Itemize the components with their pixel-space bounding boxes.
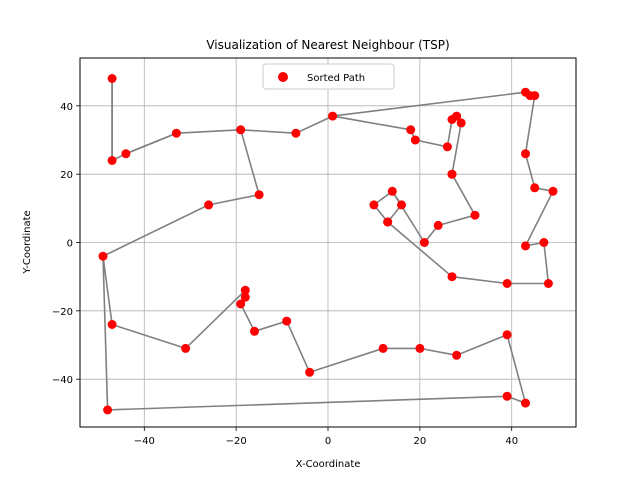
data-point: [452, 111, 462, 121]
y-tick-label: −20: [52, 307, 73, 318]
data-point: [410, 135, 420, 145]
data-points: [98, 74, 558, 415]
data-point: [171, 128, 181, 138]
tour-segment: [332, 91, 554, 285]
data-point: [530, 183, 540, 193]
data-point: [530, 91, 540, 101]
data-point: [236, 125, 246, 135]
data-point: [282, 316, 292, 326]
legend-box: [262, 63, 395, 90]
data-point: [181, 343, 191, 353]
x-axis-label: X-Coordinate: [296, 459, 361, 470]
x-tick-label: 20: [413, 436, 426, 447]
data-point: [98, 251, 108, 261]
data-point: [447, 169, 457, 179]
y-tick-label: −40: [52, 375, 73, 386]
data-point: [442, 142, 452, 152]
data-point: [236, 299, 246, 309]
data-point: [502, 330, 512, 340]
tour-segment: [125, 132, 177, 155]
data-point: [456, 118, 466, 128]
y-tick-label: 20: [60, 170, 73, 181]
data-point: [107, 74, 117, 83]
legend-marker: [278, 72, 288, 82]
data-point: [305, 367, 315, 377]
data-point: [543, 279, 553, 288]
tour-segment: [102, 78, 527, 411]
data-point: [406, 125, 416, 135]
data-point: [539, 238, 549, 247]
data-point: [433, 220, 443, 230]
data-point: [107, 320, 117, 329]
data-point: [452, 350, 462, 360]
y-tick-label: 0: [67, 239, 73, 250]
y-tick-label: 40: [60, 102, 73, 113]
data-point: [378, 343, 388, 353]
data-point: [250, 326, 259, 336]
data-point: [107, 156, 117, 165]
data-point: [415, 343, 425, 353]
x-tick-label: −20: [226, 436, 247, 447]
data-point: [254, 190, 264, 200]
data-point: [383, 217, 393, 227]
data-point: [369, 200, 379, 210]
chart-title: Visualization of Nearest Neighbour (TSP): [206, 38, 449, 52]
data-point: [419, 238, 429, 247]
legend-label: Sorted Path: [307, 73, 365, 84]
data-point: [447, 272, 457, 282]
data-point: [548, 186, 558, 196]
data-point: [521, 398, 530, 408]
data-point: [521, 149, 530, 159]
data-point: [397, 200, 406, 210]
y-axis-label: Y-Coordinate: [22, 210, 33, 274]
legend: Sorted Path: [262, 63, 395, 90]
grid-lines: [80, 58, 576, 427]
data-point: [387, 186, 397, 196]
data-point: [121, 149, 131, 159]
data-point: [328, 111, 338, 121]
data-point: [240, 292, 250, 302]
axis-ticks: −40 −20 0 20 40 −40 −20 0 20 40: [52, 102, 518, 447]
data-point: [291, 128, 301, 138]
x-tick-label: 40: [505, 436, 518, 447]
data-point: [502, 391, 512, 401]
data-point: [103, 405, 113, 415]
x-tick-label: 0: [325, 436, 331, 447]
x-tick-label: −40: [134, 436, 155, 447]
data-point: [521, 241, 530, 251]
data-point: [204, 200, 214, 210]
data-point: [240, 285, 250, 295]
data-point: [470, 210, 480, 220]
data-point: [502, 279, 512, 288]
